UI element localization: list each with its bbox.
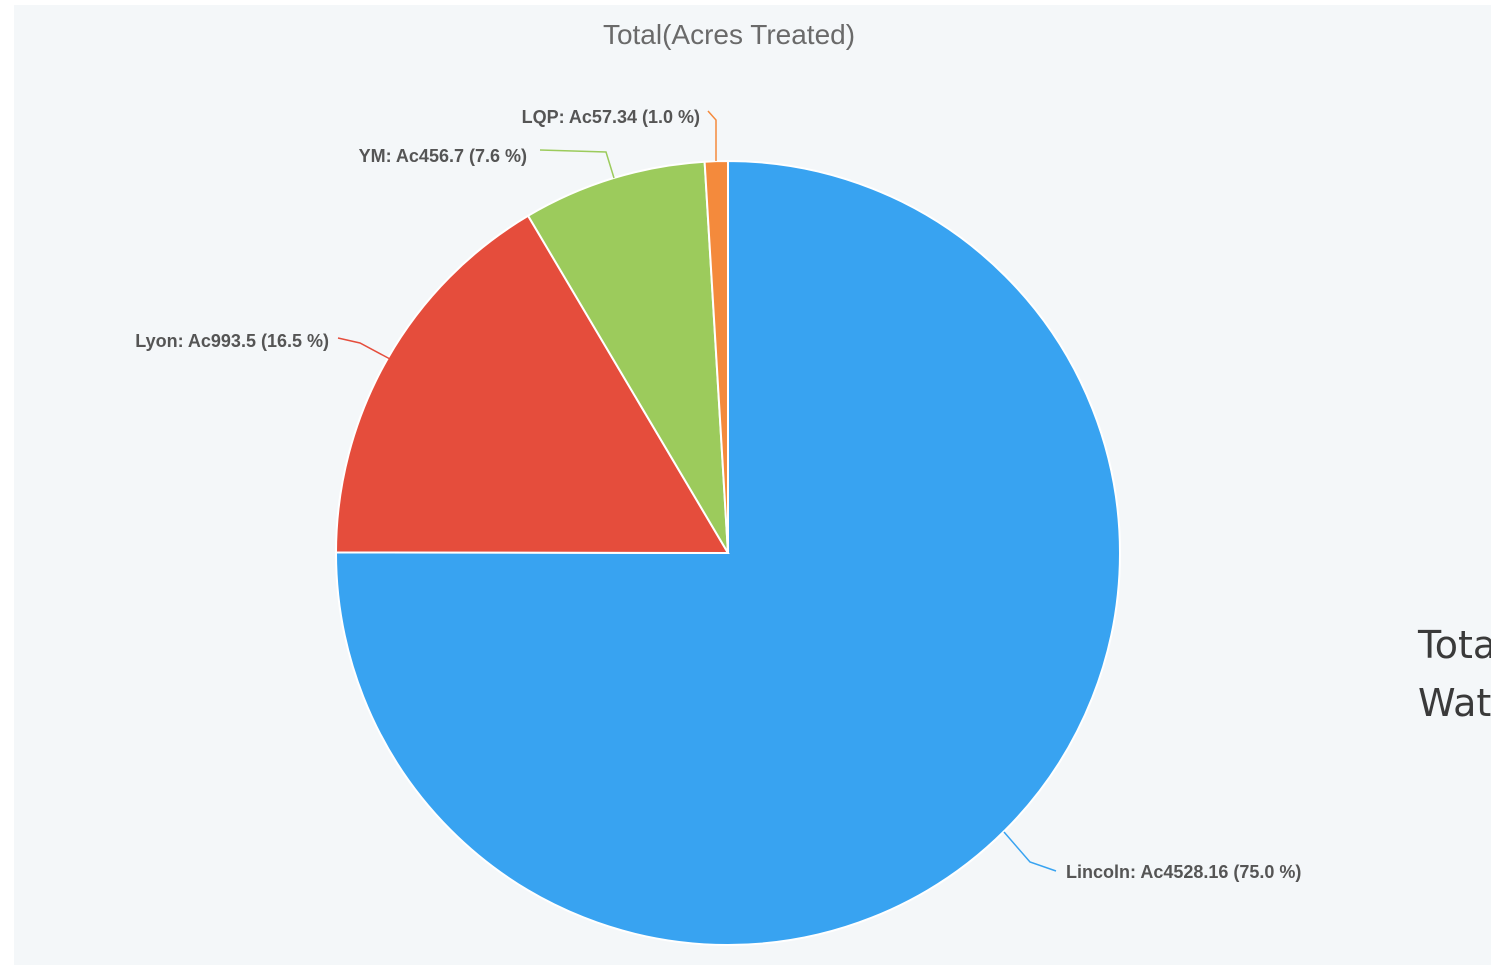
pie-slice-lincoln[interactable] [334,159,1121,946]
chart-title: Total(Acres Treated) [602,19,856,50]
data-label-lqp: LQP: Ac57.34 (1.0 %) [522,107,700,127]
label-connector-lqp [707,110,717,161]
label-connector-lincoln [1003,831,1057,872]
side-text-line-2: Wat [1418,681,1491,725]
side-text-line-1: Tota [1418,623,1491,667]
pie-slice-lyon[interactable] [334,214,730,555]
label-connector-ym [539,149,615,179]
pie-slice-lqp[interactable] [703,159,729,554]
label-connector-lyon [337,337,391,360]
pie-slice-ym[interactable] [526,160,729,554]
data-label-lyon: Lyon: Ac993.5 (16.5 %) [135,331,329,351]
data-label-ym: YM: Ac456.7 (7.6 %) [359,146,527,166]
data-label-lincoln: Lincoln: Ac4528.16 (75.0 %) [1066,862,1301,882]
